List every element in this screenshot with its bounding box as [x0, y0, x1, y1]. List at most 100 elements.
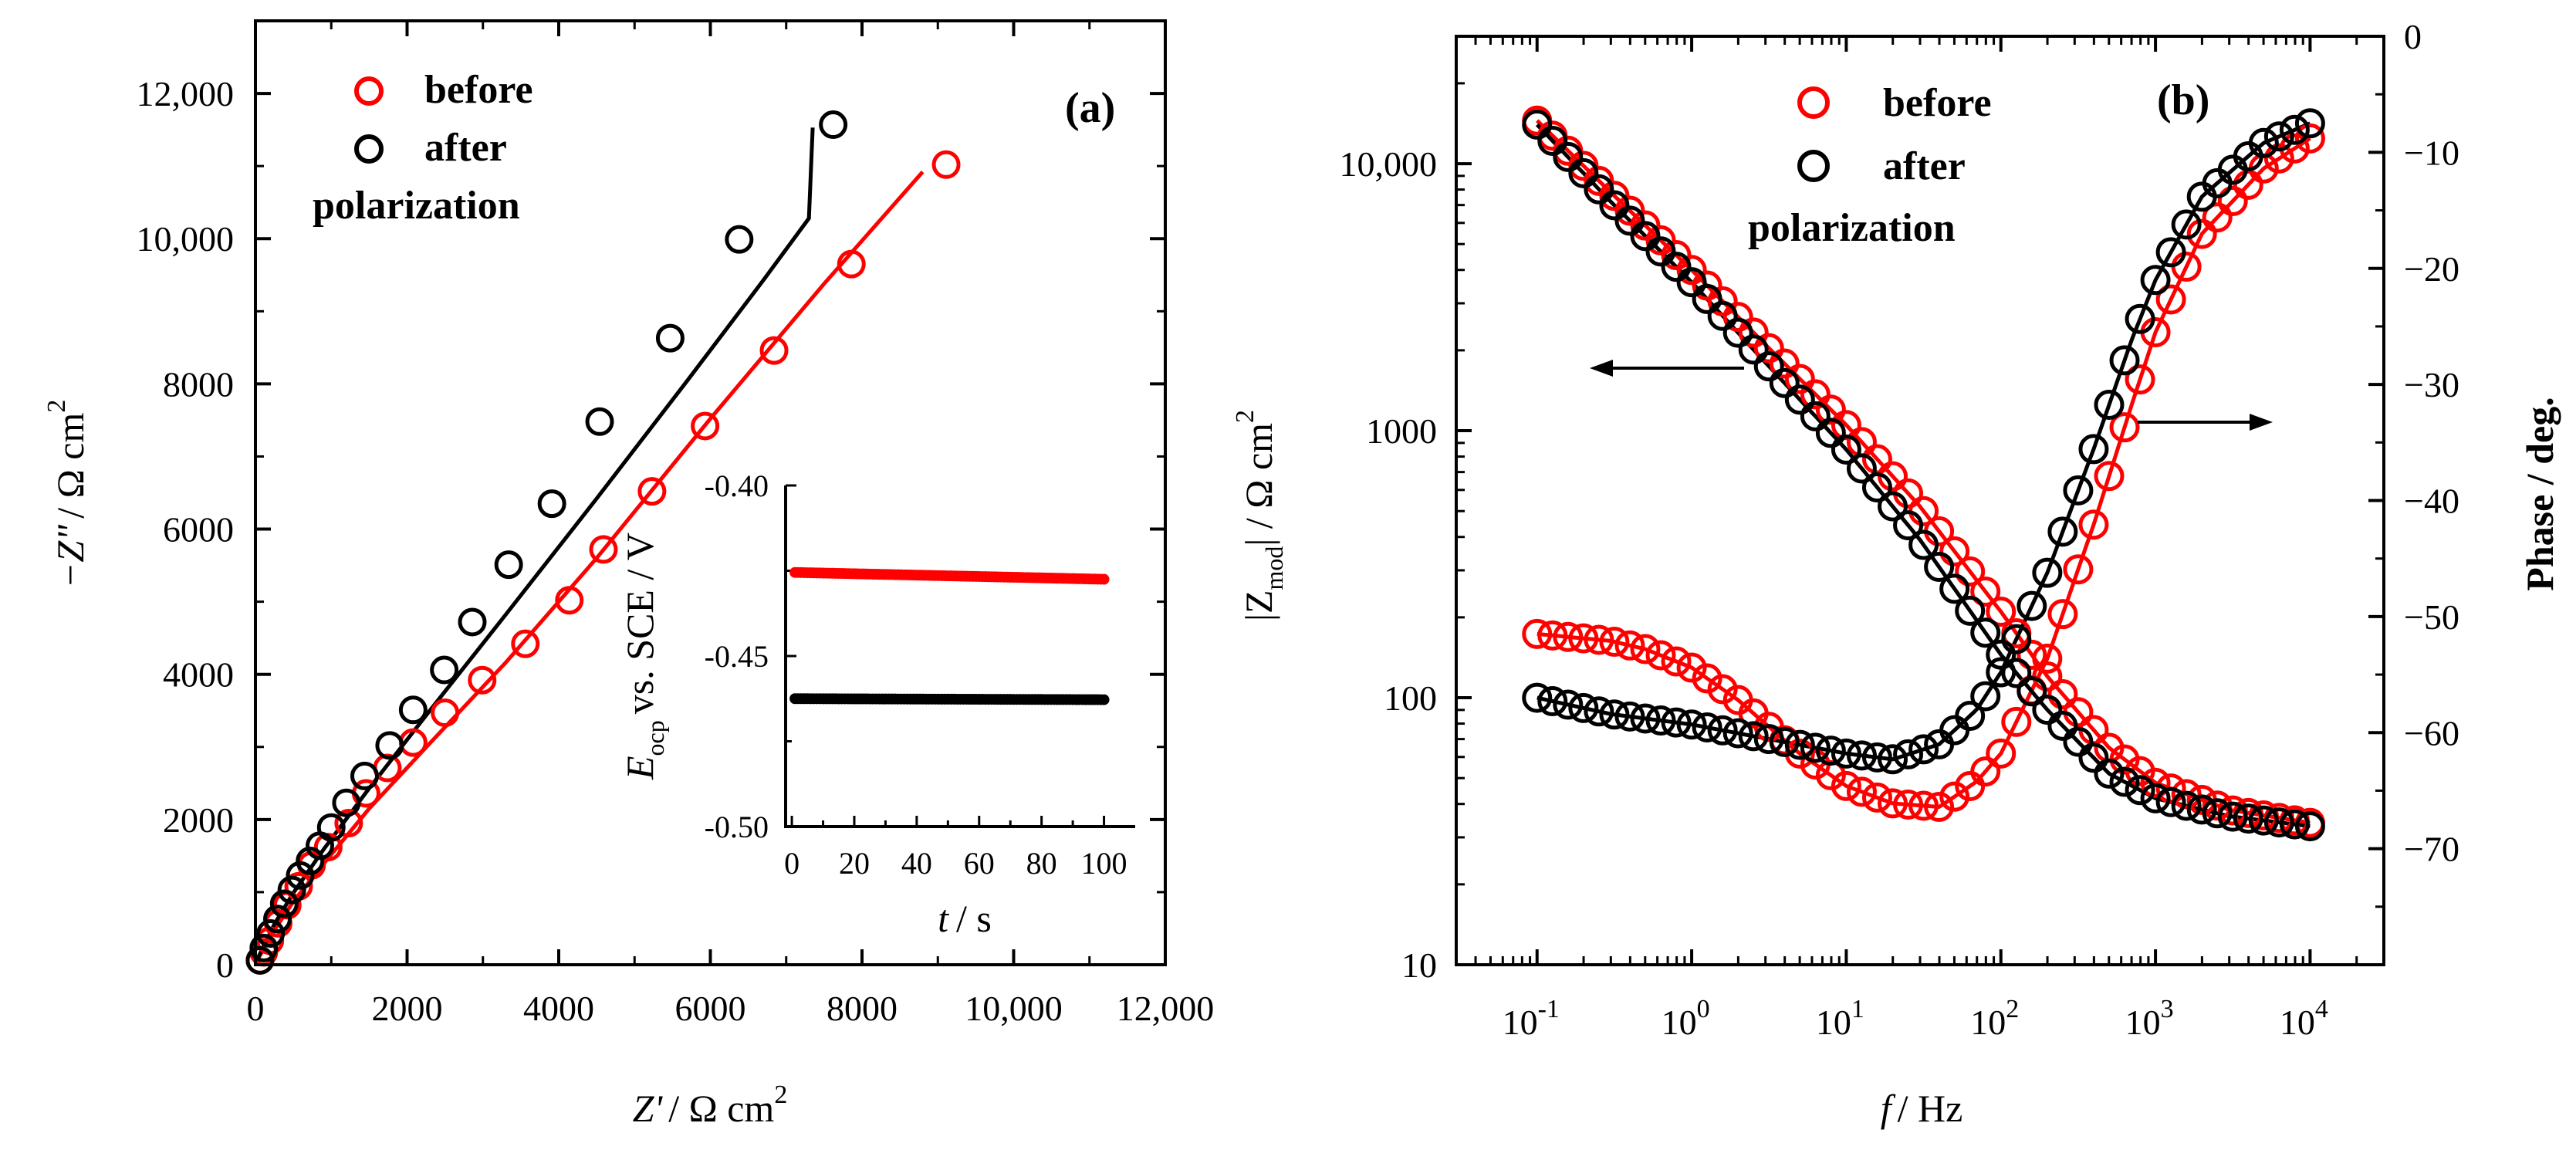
a-x-tick-label: 10,000: [965, 989, 1063, 1028]
b-phase-point-before: [1537, 620, 1568, 651]
b-phase-point-before: [1645, 640, 1676, 671]
b-phase-point-after: [1769, 726, 1800, 757]
b-impedance-point-after: [2248, 805, 2279, 836]
a-point-after: [458, 607, 487, 637]
b-impedance-point-before: [1986, 597, 2017, 627]
inset-y-tick-label: -0.40: [705, 468, 769, 503]
b-impedance-point-after: [1986, 639, 2017, 670]
b-impedance-point-after: [2171, 790, 2202, 821]
legend-b-caption: polarization: [1748, 206, 1956, 250]
b-impedance-point-after: [2032, 695, 2063, 725]
legend-a-before-marker: [354, 76, 384, 106]
b-y2-tick-label: 0: [2404, 17, 2422, 56]
a-point-after: [819, 110, 848, 140]
b-x-tick-label: 102: [1970, 995, 2019, 1042]
a-point-before: [431, 698, 460, 728]
b-impedance-point-before: [1861, 444, 1892, 475]
b-impedance-point-after: [1970, 617, 2001, 648]
inset-x-tick-label: 20: [839, 846, 870, 881]
inset-point-after: [1098, 694, 1110, 705]
b-impedance-point-after: [2063, 726, 2094, 757]
b-impedance-point-before: [1769, 348, 1800, 379]
b-phase-point-before: [2078, 509, 2109, 540]
b-phase-point-before: [1584, 624, 1614, 655]
b-impedance-point-after: [2094, 758, 2125, 789]
b-phase-point-after: [1908, 734, 1939, 765]
b-phase-point-before: [1878, 788, 1908, 819]
a-point-before: [931, 150, 961, 179]
panel-a: 0 2000 4000 6000 8000 10,000 12,000 0 2000 4000 60…: [42, 19, 1214, 1130]
panel-b-data-points: [1522, 105, 2325, 842]
b-y2-tick-label: −70: [2404, 830, 2459, 869]
b-y-tick-label: 10,000: [1340, 144, 1438, 184]
a-y-tick-label: 6000: [163, 510, 234, 550]
b-impedance-point-after: [1893, 510, 1924, 541]
panel-a-y-axis-label: −Z"/ Ω cm2: [42, 400, 92, 589]
panel-a-data-points: [245, 110, 961, 975]
legend-b-after-label: after: [1883, 144, 1966, 188]
b-phase-point-after: [1584, 696, 1614, 727]
b-phase-point-after: [1614, 701, 1645, 732]
b-impedance-point-after: [2140, 783, 2171, 813]
b-phase-point-before: [1939, 781, 1970, 812]
b-phase-point-after: [1599, 699, 1630, 730]
b-phase-point-after: [1630, 703, 1661, 734]
a-y-tick-label: 10,000: [137, 219, 235, 259]
a-point-before: [837, 249, 866, 279]
b-impedance-point-after: [1738, 334, 1769, 365]
b-x-tick-label: 103: [2125, 995, 2174, 1042]
b-phase-point-before: [2109, 412, 2140, 443]
panel-a-ticks: 0 2000 4000 6000 8000 10,000 12,000 0 2000 4000 60…: [137, 19, 1214, 1028]
b-phase-point-before: [1846, 776, 1877, 807]
b-phase-point-after: [2094, 389, 2125, 420]
a-point-after: [286, 861, 315, 890]
inset-series: [789, 566, 1110, 705]
b-phase-point-before: [2032, 643, 2063, 674]
a-point-after: [375, 731, 404, 760]
legend-a-caption: polarization: [313, 184, 520, 228]
a-point-before: [468, 665, 497, 695]
b-y-tick-label: 1000: [1366, 411, 1437, 451]
b-impedance-point-before: [1800, 379, 1831, 410]
b-impedance-point-before: [1753, 333, 1784, 364]
b-impedance-point-before: [2171, 779, 2202, 810]
b-phase-point-before: [2047, 599, 2078, 630]
inset-ticks: 0 20 40 60 80 100 -0.40 -0.45 -0.50: [705, 468, 1127, 881]
a-point-before: [691, 411, 720, 441]
b-phase-point-after: [1878, 744, 1908, 775]
b-phase-point-after: [1831, 738, 1861, 769]
inset-y-tick-label: -0.45: [705, 639, 769, 674]
axis-arrow-right: [2138, 414, 2273, 431]
panel-b-frame: [1455, 35, 2385, 966]
b-phase-point-after: [2140, 265, 2171, 296]
b-phase-point-before: [1522, 618, 1553, 649]
b-impedance-point-after: [2078, 742, 2109, 773]
b-phase-point-after: [1707, 715, 1738, 746]
inset-x-tick-label: 80: [1026, 846, 1057, 881]
b-impedance-point-before: [2140, 767, 2171, 798]
b-y2-tick-label: −30: [2404, 365, 2459, 404]
b-impedance-point-after: [1522, 110, 1553, 140]
b-impedance-point-before: [1955, 556, 1986, 587]
legend-b-before-label: before: [1883, 81, 1992, 125]
b-impedance-point-before: [1784, 364, 1815, 394]
inset-x-tick-label: 0: [784, 846, 800, 881]
b-phase-point-after: [1676, 709, 1707, 740]
a-y-tick-label: 8000: [163, 364, 234, 404]
b-phase-point-before: [2217, 186, 2248, 217]
b-phase-point-before: [1986, 738, 2017, 769]
a-point-after: [430, 655, 459, 685]
a-y-tick-label: 0: [216, 945, 234, 985]
a-point-before: [589, 535, 618, 564]
a-point-before: [759, 336, 789, 365]
b-impedance-point-after: [1815, 418, 1846, 448]
panel-b-y-axis-label: |Zmod| / Ω cm2: [1231, 410, 1288, 621]
b-phase-point-after: [2047, 516, 2078, 547]
b-phase-point-before: [1676, 652, 1707, 683]
b-impedance-point-after: [1831, 434, 1861, 465]
inset-x-tick-label: 100: [1081, 846, 1127, 881]
b-phase-point-after: [1553, 689, 1584, 720]
b-impedance-point-after: [1584, 174, 1614, 205]
b-phase-point-before: [1707, 674, 1738, 705]
b-phase-point-after: [1970, 681, 2001, 712]
